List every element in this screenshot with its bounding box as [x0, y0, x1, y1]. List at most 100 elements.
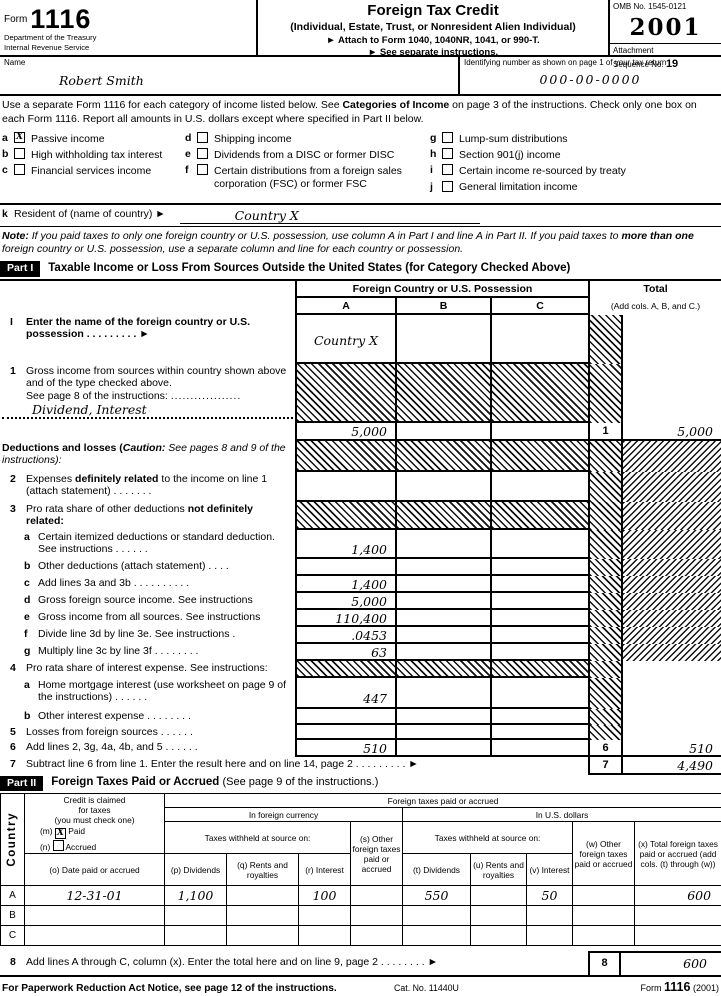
row6-col-a[interactable]: 510: [295, 740, 395, 757]
category-d-checkbox[interactable]: [197, 132, 208, 143]
rowC-p-field[interactable]: [165, 926, 227, 946]
row3f-col-b[interactable]: [395, 627, 490, 644]
note-text2: foreign country or U.S. possession, use …: [2, 243, 463, 255]
row4b-col-a[interactable]: [295, 709, 395, 725]
row4b-col-b[interactable]: [395, 709, 490, 725]
rowI-col-c[interactable]: [490, 315, 588, 364]
category-h-checkbox[interactable]: [442, 148, 453, 159]
row1-col-b-amount[interactable]: [395, 423, 490, 441]
row3d-col-c[interactable]: [490, 593, 588, 610]
row3g-col-a[interactable]: 63: [295, 644, 395, 661]
category-b-checkbox[interactable]: [14, 148, 25, 159]
rowA-x-field[interactable]: 600: [635, 886, 721, 906]
identifying-number-label: Identifying number as shown on page 1 of…: [464, 58, 717, 68]
row3a-col-b[interactable]: [395, 530, 490, 559]
row1-col-a-amount[interactable]: 5,000: [295, 423, 395, 441]
row3a-col-a[interactable]: 1,400: [295, 530, 395, 559]
row3c-col-a[interactable]: 1,400: [295, 576, 395, 593]
paid-checkbox[interactable]: X: [55, 828, 66, 839]
row3c-label-cell: c Add lines 3a and 3b . . . . . . . . . …: [0, 576, 295, 593]
rowC-s-field[interactable]: [351, 926, 403, 946]
rowA-q-field[interactable]: [227, 886, 299, 906]
row3g-col-b[interactable]: [395, 644, 490, 661]
category-c-checkbox[interactable]: [14, 164, 25, 175]
rowA-u-field[interactable]: [471, 886, 527, 906]
row3f-col-c[interactable]: [490, 627, 588, 644]
accrued-checkbox[interactable]: [53, 840, 64, 851]
rowI-col-b[interactable]: [395, 315, 490, 364]
part1-row-3g: g Multiply line 3c by line 3f . . . . . …: [0, 644, 721, 661]
rowA-r-field[interactable]: 100: [299, 886, 351, 906]
rowB-s-field[interactable]: [351, 906, 403, 926]
rowC-v-field[interactable]: [527, 926, 573, 946]
category-c-letter: c: [2, 164, 14, 177]
rowA-w-field[interactable]: [573, 886, 635, 906]
name-field[interactable]: Robert Smith: [59, 73, 454, 88]
rowB-p-field[interactable]: [165, 906, 227, 926]
row2-col-c[interactable]: [490, 472, 588, 502]
rowC-q-field[interactable]: [227, 926, 299, 946]
rowC-w-field[interactable]: [573, 926, 635, 946]
category-e-checkbox[interactable]: [197, 148, 208, 159]
rowB-x-field[interactable]: [635, 906, 721, 926]
category-i-checkbox[interactable]: [442, 164, 453, 175]
category-g-checkbox[interactable]: [442, 132, 453, 143]
rowB-u-field[interactable]: [471, 906, 527, 926]
rowC-date-field[interactable]: [25, 926, 165, 946]
rowA-s-field[interactable]: [351, 886, 403, 906]
rowA-v-field[interactable]: 50: [527, 886, 573, 906]
rowC-x-field[interactable]: [635, 926, 721, 946]
row3g-col-c[interactable]: [490, 644, 588, 661]
rowA-t-field[interactable]: 550: [403, 886, 471, 906]
row4a-number: a: [2, 679, 38, 704]
rowB-q-field[interactable]: [227, 906, 299, 926]
row3e-col-c[interactable]: [490, 610, 588, 627]
row3e-col-a[interactable]: 110,400: [295, 610, 395, 627]
row3b-col-a[interactable]: [295, 559, 395, 576]
rowB-date-field[interactable]: [25, 906, 165, 926]
rowI-col-a[interactable]: Country X: [295, 315, 395, 364]
resident-letter: k: [2, 208, 14, 224]
row3c-col-b[interactable]: [395, 576, 490, 593]
rowC-u-field[interactable]: [471, 926, 527, 946]
row3d-col-b[interactable]: [395, 593, 490, 610]
row5-col-a[interactable]: [295, 725, 395, 740]
row3b-col-b[interactable]: [395, 559, 490, 576]
row6-col-b[interactable]: [395, 740, 490, 757]
row3f-col-a[interactable]: .0453: [295, 627, 395, 644]
rowA-p-field[interactable]: 1,100: [165, 886, 227, 906]
rowB-r-field[interactable]: [299, 906, 351, 926]
row3b-col-c[interactable]: [490, 559, 588, 576]
rowA-date-field[interactable]: 12-31-01: [25, 886, 165, 906]
row5-col-b[interactable]: [395, 725, 490, 740]
row4b-col-c[interactable]: [490, 709, 588, 725]
row3e-col-b[interactable]: [395, 610, 490, 627]
row3a-col-c[interactable]: [490, 530, 588, 559]
category-f-checkbox[interactable]: [197, 164, 208, 175]
row2-label-cell: 2 Expenses definitely related to the inc…: [0, 472, 295, 502]
rowC-r-field[interactable]: [299, 926, 351, 946]
resident-country-field[interactable]: Country X: [180, 208, 480, 224]
row1-income-type-field[interactable]: Dividend, Interest: [2, 402, 293, 419]
identifying-number-field[interactable]: 000-00-0000: [464, 72, 717, 87]
rowB-t-field[interactable]: [403, 906, 471, 926]
row4a-col-c[interactable]: [490, 678, 588, 709]
row5-col-c[interactable]: [490, 725, 588, 740]
category-j: j General limitation income: [430, 181, 721, 194]
accrued-letter: (n): [40, 842, 50, 852]
rowB-w-field[interactable]: [573, 906, 635, 926]
row4a-col-b[interactable]: [395, 678, 490, 709]
row2-col-a[interactable]: [295, 472, 395, 502]
row3d-col-a[interactable]: 5,000: [295, 593, 395, 610]
part1-row-1-amounts: 5,000 1 5,000: [0, 423, 721, 441]
rowB-v-field[interactable]: [527, 906, 573, 926]
row1-col-c-amount[interactable]: [490, 423, 588, 441]
row2-col-b[interactable]: [395, 472, 490, 502]
rowC-t-field[interactable]: [403, 926, 471, 946]
category-a-checkbox[interactable]: X: [14, 132, 25, 143]
rowI-country-value[interactable]: Country X: [297, 333, 395, 348]
row6-col-c[interactable]: [490, 740, 588, 757]
category-j-checkbox[interactable]: [442, 181, 453, 192]
row3c-col-c[interactable]: [490, 576, 588, 593]
row4a-col-a[interactable]: 447: [295, 678, 395, 709]
